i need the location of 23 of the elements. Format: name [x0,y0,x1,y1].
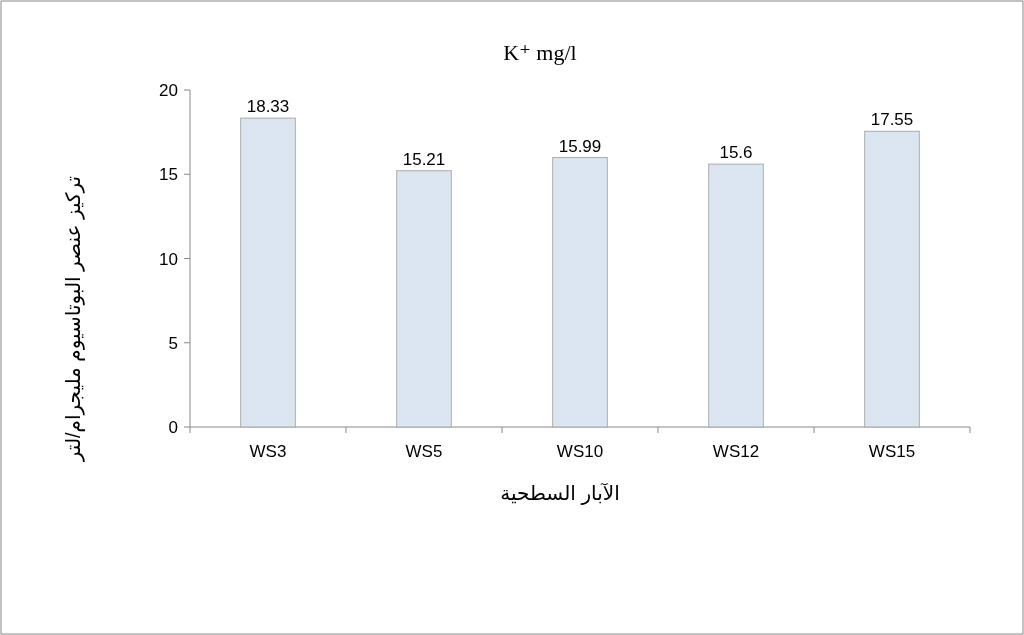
y-axis-title: تركيز عنصر البوتاسيوم مليجرام/لتر [62,175,85,463]
x-tick-label: WS10 [556,442,604,461]
bar [240,117,296,428]
x-tick-label: WS5 [405,442,443,461]
chart-title: K⁺ mg/l [503,40,577,65]
data-label: 15.6 [719,143,753,163]
x-axis-title: الآبار السطحية [500,482,620,505]
x-tick-label: WS12 [712,442,760,461]
bar [864,130,920,428]
y-tick-label: 20 [159,81,178,100]
data-label: 15.99 [558,136,602,156]
y-tick-label: 0 [168,418,178,437]
y-tick-label: 10 [159,249,178,269]
x-tick-label: WS15 [868,442,916,461]
y-tick-label: 5 [168,333,178,353]
y-tick-label: 15 [159,165,178,185]
bar [552,157,608,428]
data-label: 15.21 [402,149,446,169]
data-label: 18.33 [246,97,290,117]
x-tick-label: WS3 [249,442,287,461]
data-label: 17.55 [870,110,914,130]
bar [396,170,452,428]
bar [708,163,764,428]
